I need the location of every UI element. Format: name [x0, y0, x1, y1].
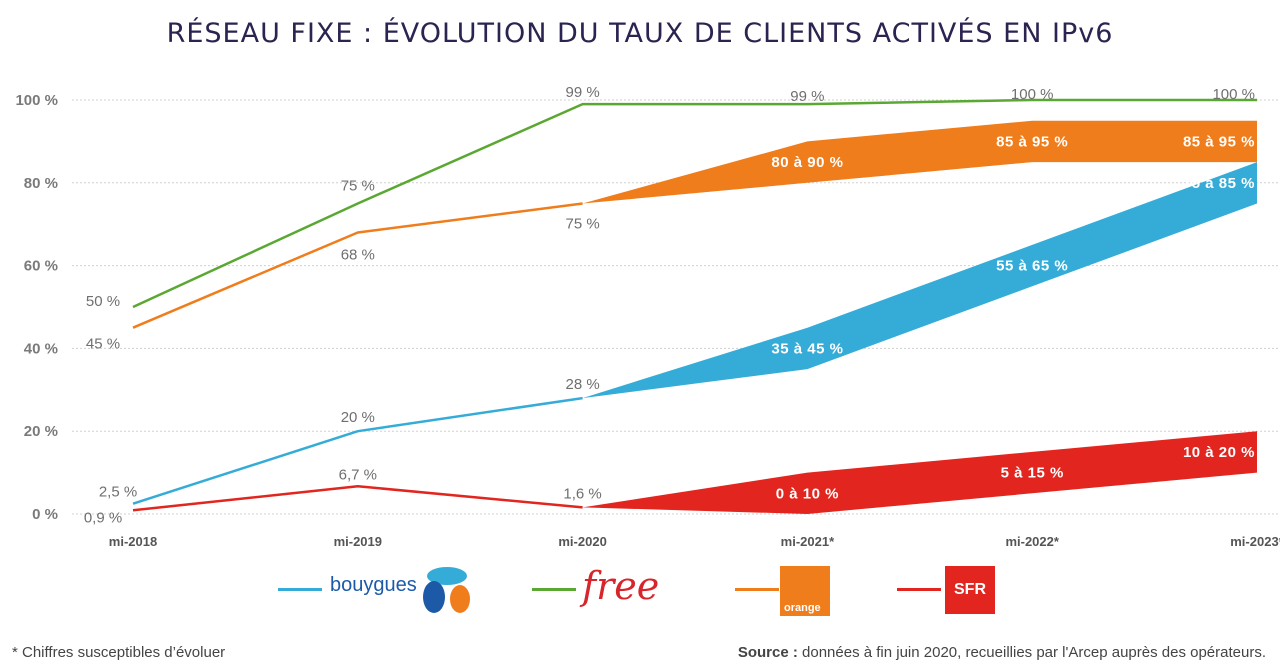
y-tick-label: 0 % — [32, 506, 58, 523]
band-orange — [582, 120, 1257, 204]
data-label-sfr: 10 à 20 % — [1183, 444, 1255, 461]
orange-logo-icon: orange — [780, 566, 830, 616]
x-tick-label: mi-2018 — [109, 534, 157, 549]
series-bands — [582, 120, 1257, 514]
data-label-free: 100 % — [1212, 86, 1255, 103]
x-axis-ticks: mi-2018 mi-2019 mi-2020 mi-2021* mi-2022* mi-… — [109, 534, 1280, 549]
data-label-sfr: 5 à 15 % — [1001, 465, 1064, 482]
free-logo-text: free — [582, 564, 660, 608]
y-axis-ticks: 0 % 20 % 40 % 60 % 80 % 100 % — [15, 92, 58, 523]
data-label-orange: 80 à 90 % — [771, 154, 843, 171]
data-label-orange: 68 % — [341, 246, 375, 263]
footnote: * Chiffres susceptibles d’évoluer — [12, 644, 226, 661]
y-tick-label: 60 % — [24, 258, 58, 275]
legend-item-free: free — [532, 560, 692, 620]
band-sfr — [582, 431, 1257, 514]
data-label-bouygues: 55 à 65 % — [996, 258, 1068, 275]
data-label-orange: 75 % — [565, 216, 599, 233]
line-sfr — [132, 485, 583, 512]
data-label-sfr: 0,9 % — [84, 509, 122, 526]
source-label: Source : — [737, 644, 798, 661]
orange-logo-text: orange — [784, 602, 821, 614]
bouygues-logo-text: bouygues — [330, 574, 417, 596]
legend-item-orange: orange — [735, 560, 855, 620]
series-lines — [132, 98, 1257, 512]
data-label-orange: 85 à 95 % — [1183, 133, 1255, 150]
data-label-free: 100 % — [1011, 86, 1054, 103]
chart-plot: 0 %20 %40 %60 %80 %100 % mi-2018 mi-2019 m… — [15, 84, 1280, 549]
sfr-logo-icon: SFR — [945, 566, 995, 614]
legend-item-sfr: SFR — [897, 560, 1017, 620]
y-tick-label: 40 % — [24, 340, 58, 357]
data-label-orange: 45 % — [86, 336, 120, 353]
data-label-free: 99 % — [565, 84, 599, 101]
legend-swatch-free — [532, 588, 576, 591]
band-bouygues — [582, 162, 1257, 399]
legend-swatch-orange — [735, 588, 779, 591]
data-labels: 50 % 75 % 99 % 99 % 100 % 100 % 45 % 68 % 75 % 80… — [84, 84, 1255, 526]
line-free — [132, 98, 1257, 309]
data-label-bouygues: 75 à 85 % — [1183, 175, 1255, 192]
y-tick-label: 100 % — [15, 92, 58, 109]
x-tick-label: mi-2019 — [334, 534, 382, 549]
bouygues-logo-icon — [423, 567, 470, 613]
data-label-free: 75 % — [341, 178, 375, 195]
x-tick-label: mi-2020 — [558, 534, 606, 549]
data-label-free: 99 % — [790, 88, 824, 105]
line-orange — [132, 202, 583, 329]
line-bouygues — [132, 396, 583, 505]
x-tick-label: mi-2023* — [1230, 534, 1280, 549]
sfr-logo-text: SFR — [954, 581, 986, 598]
legend-swatch-bouygues — [278, 588, 322, 591]
data-label-bouygues: 2,5 % — [99, 484, 137, 501]
legend-swatch-sfr — [897, 588, 941, 591]
source-text: données à fin juin 2020, recueillies par… — [797, 644, 1266, 661]
legend-item-bouygues: bouygues — [278, 560, 478, 620]
y-tick-label: 20 % — [24, 423, 58, 440]
x-tick-label: mi-2021* — [781, 534, 835, 549]
data-label-sfr: 0 à 10 % — [776, 485, 839, 502]
data-label-sfr: 1,6 % — [563, 485, 601, 502]
data-label-free: 50 % — [86, 293, 120, 310]
chart-title: RÉSEAU FIXE : ÉVOLUTION DU TAUX DE CLIEN… — [166, 18, 1114, 49]
legend: bouygues free orange SFR — [0, 560, 1280, 620]
y-tick-label: 80 % — [24, 175, 58, 192]
data-label-bouygues: 28 % — [565, 376, 599, 393]
data-label-orange: 85 à 95 % — [996, 133, 1068, 150]
source: Source : données à fin juin 2020, recuei… — [738, 644, 1266, 661]
data-label-bouygues: 20 % — [341, 409, 375, 426]
x-tick-label: mi-2022* — [1005, 534, 1059, 549]
data-label-bouygues: 35 à 45 % — [771, 340, 843, 357]
data-label-sfr: 6,7 % — [339, 466, 377, 483]
